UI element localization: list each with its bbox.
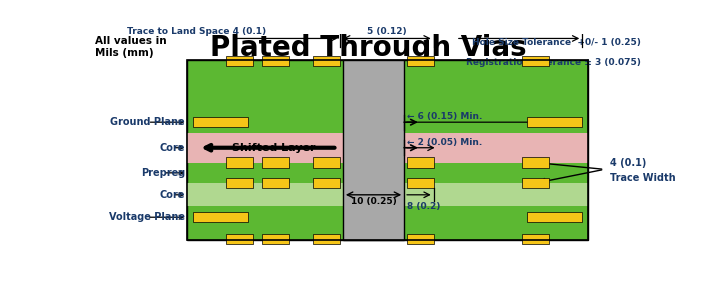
Bar xyxy=(262,178,289,188)
Bar xyxy=(192,117,248,128)
Text: 8 (0.2): 8 (0.2) xyxy=(407,202,440,212)
Bar xyxy=(407,157,434,168)
Text: Ground Plane: Ground Plane xyxy=(111,117,185,127)
Bar xyxy=(314,157,340,168)
Text: ← 6 (0.15) Min.: ← 6 (0.15) Min. xyxy=(407,112,482,121)
Bar xyxy=(526,117,582,128)
Text: Prepreg: Prepreg xyxy=(141,168,185,178)
Bar xyxy=(314,234,340,244)
Text: Hole Size Tolerance  +0/- 1 (0.25): Hole Size Tolerance +0/- 1 (0.25) xyxy=(472,38,640,47)
Text: Trace Width: Trace Width xyxy=(610,173,676,183)
Bar xyxy=(262,56,289,66)
Bar xyxy=(522,157,549,168)
Bar xyxy=(407,178,434,188)
Bar xyxy=(187,60,588,240)
Bar xyxy=(522,178,549,188)
Bar xyxy=(314,56,340,66)
Text: 10 (0.25): 10 (0.25) xyxy=(350,197,396,206)
Bar xyxy=(314,178,340,188)
Bar xyxy=(407,234,434,244)
Bar xyxy=(226,178,253,188)
Text: Registration Tolerance ± 3 (0.075): Registration Tolerance ± 3 (0.075) xyxy=(466,58,640,67)
Bar xyxy=(262,234,289,244)
Text: Core: Core xyxy=(159,190,185,200)
Text: All values in
Mils (mm): All values in Mils (mm) xyxy=(95,36,167,58)
Bar xyxy=(226,157,253,168)
Text: Core: Core xyxy=(159,143,185,153)
Text: 4 (0.1): 4 (0.1) xyxy=(610,158,646,168)
Text: Shifted Layer: Shifted Layer xyxy=(232,143,315,153)
Bar xyxy=(343,60,404,240)
Bar xyxy=(226,234,253,244)
Bar xyxy=(187,133,588,162)
Bar xyxy=(522,56,549,66)
Bar xyxy=(407,56,434,66)
Bar xyxy=(187,183,588,206)
Text: Plated Through Vias: Plated Through Vias xyxy=(210,34,526,62)
Bar xyxy=(187,60,588,240)
Text: Voltage Plane: Voltage Plane xyxy=(109,212,185,222)
Bar xyxy=(192,212,248,222)
Bar xyxy=(522,234,549,244)
Text: Trace to Land Space 4 (0.1): Trace to Land Space 4 (0.1) xyxy=(127,27,266,36)
Text: ← 2 (0.05) Min.: ← 2 (0.05) Min. xyxy=(407,138,482,147)
Bar xyxy=(262,157,289,168)
Bar xyxy=(226,56,253,66)
Text: 5 (0.12): 5 (0.12) xyxy=(367,27,406,36)
Bar xyxy=(526,212,582,222)
